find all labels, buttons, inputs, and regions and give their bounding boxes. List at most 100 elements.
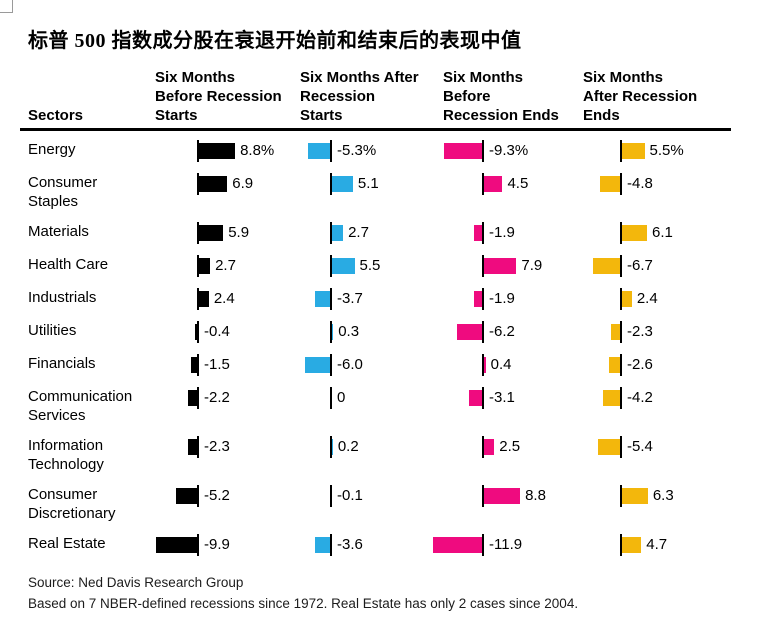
bar-baseline xyxy=(620,222,622,244)
bar xyxy=(433,537,482,553)
table-row: Health Care 2.7 5.5 7.9 -6.7 xyxy=(28,250,758,283)
bar-cell: 2.7 xyxy=(155,255,300,277)
bar-baseline xyxy=(197,140,199,162)
value-label: 6.9 xyxy=(232,175,254,192)
bar-cell: 4.7 xyxy=(583,534,731,556)
bar-cell: -9.3% xyxy=(443,140,583,162)
bar xyxy=(622,537,642,553)
bar xyxy=(199,291,209,307)
value-label: -6.7 xyxy=(627,257,653,274)
bar-cell: -3.6 xyxy=(300,534,443,556)
bar-cell: -1.9 xyxy=(443,222,583,244)
bar xyxy=(484,176,503,192)
bar-baseline xyxy=(482,387,484,409)
bar-cell: 0.4 xyxy=(443,354,583,376)
bar-baseline xyxy=(197,534,199,556)
bar xyxy=(199,176,228,192)
bar xyxy=(610,324,620,340)
bar xyxy=(622,143,645,159)
bar xyxy=(484,488,521,504)
bar xyxy=(622,488,648,504)
bar-baseline xyxy=(330,436,332,458)
value-label: 6.3 xyxy=(652,487,674,504)
sector-label: Communication Services xyxy=(28,388,133,424)
value-label: 4.7 xyxy=(646,536,668,553)
table-row: Energy 8.8% -5.3% -9.3% 5.5% xyxy=(28,135,758,168)
page-title: 标普 500 指数成分股在衰退开始前和结束后的表现中值 xyxy=(28,30,522,52)
value-label: -2.3 xyxy=(627,323,653,340)
bar-baseline xyxy=(482,255,484,277)
source-text: Source: Ned Davis Research Group xyxy=(28,575,244,590)
value-label: -11.9 xyxy=(489,536,523,553)
value-label: -6.0 xyxy=(337,356,363,373)
bar-baseline xyxy=(197,255,199,277)
bar-cell: -6.2 xyxy=(443,321,583,343)
bar-cell: -2.3 xyxy=(583,321,731,343)
bar-cell: -2.6 xyxy=(583,354,731,376)
bar-cell: 5.5 xyxy=(300,255,443,277)
table-row: Information Technology -2.3 0.2 2.5 -5.4 xyxy=(28,431,758,480)
value-label: 0 xyxy=(337,389,346,406)
bar xyxy=(600,176,620,192)
column-header-after-recession-starts: Six Months After Recession Starts xyxy=(300,69,419,124)
value-label: 5.9 xyxy=(228,224,250,241)
bar xyxy=(308,143,330,159)
bar-cell: 6.3 xyxy=(583,485,731,507)
bar-baseline xyxy=(330,288,332,310)
bar-baseline xyxy=(482,436,484,458)
chart-table: Energy 8.8% -5.3% -9.3% 5.5% Consumer Staples… xyxy=(28,135,758,562)
sector-label: Real Estate xyxy=(28,535,106,552)
sector-label: Financials xyxy=(28,355,96,372)
value-label: -0.4 xyxy=(204,323,230,340)
sector-label: Consumer Discretionary xyxy=(28,486,116,522)
bar xyxy=(622,225,647,241)
bar xyxy=(315,537,330,553)
value-label: -3.6 xyxy=(337,536,363,553)
table-row: Real Estate -9.9 -3.6 -11.9 4.7 xyxy=(28,529,758,562)
bar-cell: -1.9 xyxy=(443,288,583,310)
bar-baseline xyxy=(197,485,199,507)
bar xyxy=(190,357,197,373)
table-row: Materials 5.9 2.7 -1.9 6.1 xyxy=(28,217,758,250)
bar-cell: 0 xyxy=(300,387,443,409)
bar xyxy=(622,291,632,307)
value-label: -1.5 xyxy=(204,356,230,373)
value-label: -2.2 xyxy=(204,389,230,406)
value-label: -4.2 xyxy=(627,389,653,406)
table-row: Communication Services -2.2 0 -3.1 -4.2 xyxy=(28,382,758,431)
bar-baseline xyxy=(197,321,199,343)
bar-baseline xyxy=(482,173,484,195)
bar-baseline xyxy=(482,321,484,343)
bar-baseline xyxy=(620,288,622,310)
bar-baseline xyxy=(620,436,622,458)
bar xyxy=(484,258,517,274)
bar-baseline xyxy=(620,255,622,277)
header-rule xyxy=(20,128,731,131)
value-label: -2.6 xyxy=(627,356,653,373)
bar xyxy=(609,357,620,373)
bar-baseline xyxy=(482,288,484,310)
sector-label: Health Care xyxy=(28,256,109,273)
value-label: 2.5 xyxy=(499,438,521,455)
bar xyxy=(199,143,236,159)
sector-label: Materials xyxy=(28,223,89,240)
sector-label: Consumer Staples xyxy=(28,174,98,210)
bar xyxy=(195,324,197,340)
bar-cell: 5.9 xyxy=(155,222,300,244)
value-label: -3.7 xyxy=(337,290,363,307)
value-label: 0.2 xyxy=(337,438,359,455)
value-label: -5.4 xyxy=(627,438,653,455)
value-label: 0.4 xyxy=(490,356,512,373)
bar-cell: 2.4 xyxy=(583,288,731,310)
bar xyxy=(332,176,353,192)
bar xyxy=(332,324,334,340)
bar-baseline xyxy=(620,387,622,409)
bar-cell: 6.9 xyxy=(155,173,300,195)
bar-cell: -11.9 xyxy=(433,534,583,556)
bar xyxy=(484,357,486,373)
bar-cell: 0.3 xyxy=(300,321,443,343)
bar-cell: 5.5% xyxy=(583,140,731,162)
table-row: Financials -1.5 -6.0 0.4 -2.6 xyxy=(28,349,758,382)
bar-baseline xyxy=(197,288,199,310)
